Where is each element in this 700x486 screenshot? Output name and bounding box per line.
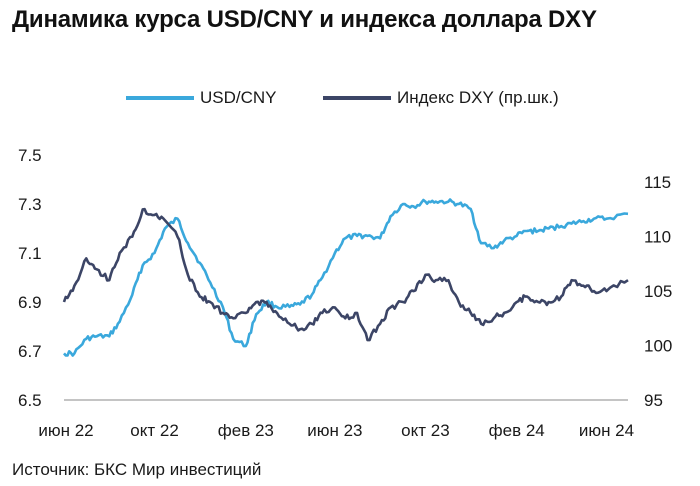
legend-label-dxy: Индекс DXY (пр.шк.) [397, 88, 559, 107]
legend-item-usdcny: USD/CNY [126, 88, 277, 108]
legend-swatch-dxy [323, 96, 391, 100]
y-left-tick-label: 6.5 [18, 391, 42, 410]
y-right-tick-label: 95 [644, 391, 663, 410]
series-line-usdcny [63, 198, 629, 357]
x-tick-label: фев 23 [218, 421, 274, 440]
y-left-tick-label: 6.9 [18, 293, 42, 312]
legend-swatch-usdcny [126, 96, 194, 100]
tick-labels: 7.5 7.3 7.1 6.9 6.7 6.5 115 110 105 100 95 июн 22 ок… [18, 146, 672, 440]
legend-item-dxy: Индекс DXY (пр.шк.) [323, 88, 559, 108]
chart-legend: USD/CNY Индекс DXY (пр.шк.) [0, 88, 700, 118]
x-tick-label: июн 22 [38, 421, 93, 440]
x-tick-label: окт 22 [130, 421, 179, 440]
x-tick-label: июн 24 [579, 421, 634, 440]
y-left-tick-label: 6.7 [18, 342, 42, 361]
legend-label-usdcny: USD/CNY [200, 88, 277, 107]
series-layer [62, 198, 629, 357]
y-left-tick-label: 7.5 [18, 146, 42, 165]
x-tick-label: июн 23 [307, 421, 362, 440]
y-left-tick-label: 7.1 [18, 244, 42, 263]
y-right-tick-label: 105 [644, 282, 672, 301]
y-right-tick-label: 115 [644, 173, 671, 192]
y-right-tick-label: 110 [644, 228, 671, 247]
series-line-dxy [62, 207, 629, 342]
x-tick-label: фев 24 [489, 421, 545, 440]
source-note: Источник: БКС Мир инвестиций [12, 460, 262, 479]
y-left-tick-label: 7.3 [18, 195, 42, 214]
y-right-tick-label: 100 [644, 337, 672, 356]
chart-title: Динамика курса USD/CNY и индекса доллара… [12, 6, 597, 33]
x-tick-label: окт 23 [401, 421, 450, 440]
